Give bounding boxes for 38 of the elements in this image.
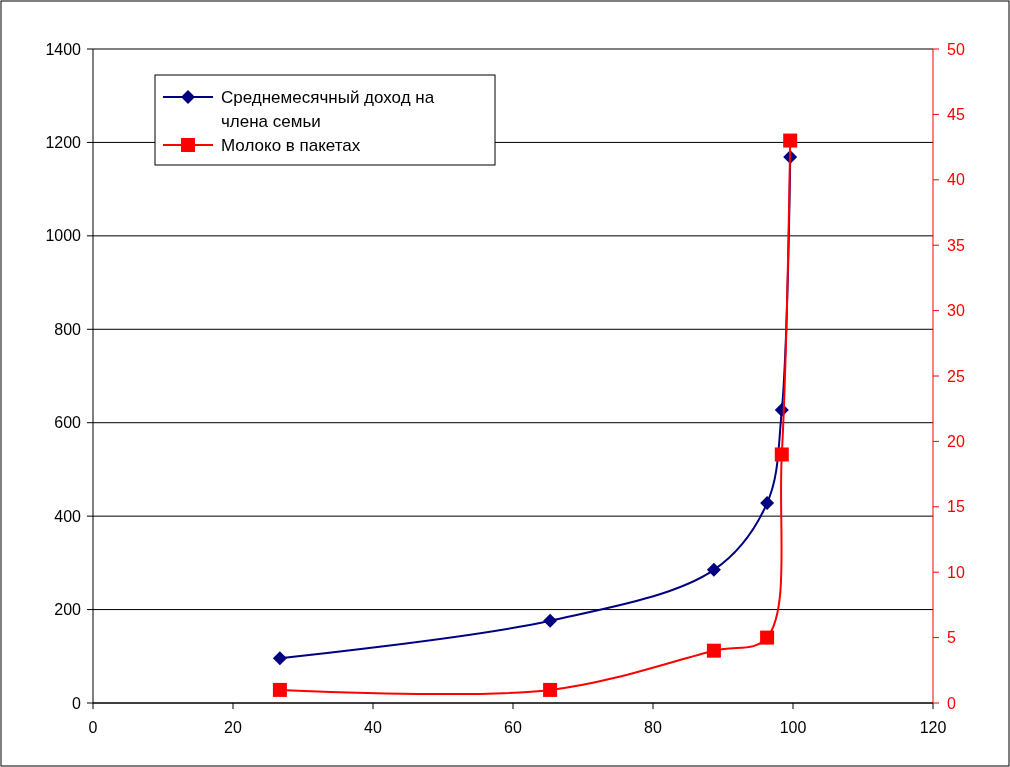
y2-tick-label: 50 bbox=[947, 40, 965, 58]
point bbox=[706, 562, 721, 577]
point bbox=[783, 133, 798, 148]
point bbox=[272, 682, 287, 697]
y2-tick-label: 0 bbox=[947, 694, 956, 712]
x-tick-label: 20 bbox=[224, 719, 242, 736]
y2-tick-label: 35 bbox=[947, 236, 965, 254]
x-tick-label: 60 bbox=[504, 719, 522, 736]
x-tick-label: 120 bbox=[919, 719, 947, 736]
y2-tick-label: 30 bbox=[947, 302, 965, 320]
y-tick-label: 1400 bbox=[45, 40, 82, 58]
y2-tick-label: 40 bbox=[947, 171, 965, 189]
y2-tick-label: 20 bbox=[947, 433, 965, 450]
y2-tick-label: 15 bbox=[947, 498, 965, 516]
point bbox=[760, 496, 775, 511]
y-tick-label: 400 bbox=[54, 507, 82, 525]
x-tick-label: 40 bbox=[364, 719, 382, 736]
y-tick-label: 1000 bbox=[45, 227, 82, 245]
x-tick-label: 0 bbox=[88, 719, 98, 736]
point bbox=[706, 643, 721, 658]
y-tick-label: 0 bbox=[72, 694, 82, 712]
y-tick-label: 600 bbox=[54, 414, 82, 432]
y-tick-label: 800 bbox=[54, 320, 82, 338]
legend-label: Среднемесячный доход на члена семьи bbox=[221, 87, 435, 131]
point bbox=[760, 630, 775, 645]
x-tick-label: 80 bbox=[644, 719, 662, 736]
y-tick-label: 1200 bbox=[45, 134, 82, 152]
y2-tick-label: 5 bbox=[947, 629, 956, 647]
y-tick-label: 200 bbox=[54, 601, 82, 619]
point bbox=[774, 447, 789, 462]
y2-tick-label: 10 bbox=[947, 563, 965, 581]
y2-tick-label: 25 bbox=[947, 367, 965, 385]
y2-tick-label: 45 bbox=[947, 106, 965, 123]
point bbox=[543, 613, 558, 628]
legend-label: Молоко в пакетах bbox=[221, 135, 361, 155]
x-tick-label: 100 bbox=[779, 719, 807, 736]
point bbox=[543, 682, 558, 697]
point bbox=[272, 651, 287, 666]
